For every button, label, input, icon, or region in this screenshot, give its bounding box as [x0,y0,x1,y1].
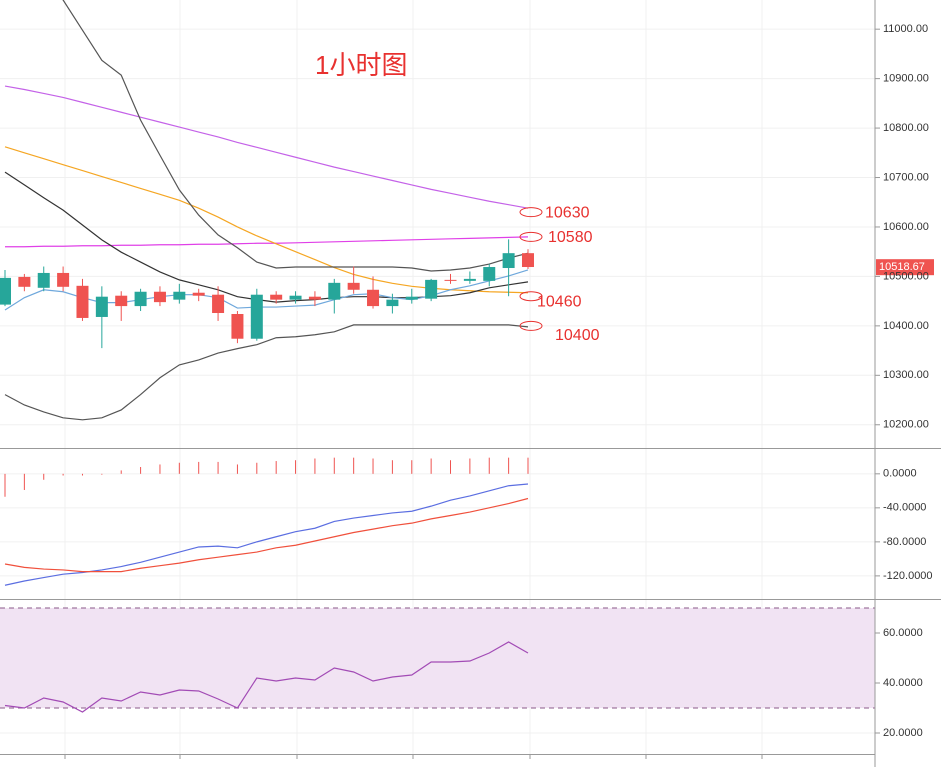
candle-body [483,267,496,281]
candle-body [173,291,186,300]
rsi-line [4,641,529,713]
y-tick-label: 11000.00 [883,23,928,35]
candle-body [18,276,31,287]
candle-body [347,282,360,290]
indicator-line [5,236,529,248]
y-tick-label: 10200.00 [883,419,929,431]
level-label: 10580 [548,229,593,246]
rsi-band [0,608,875,708]
y-tick-label: 20.0000 [883,727,923,739]
candle-body [192,292,205,296]
level-marker [519,320,543,331]
candle-body [308,296,321,300]
rsi-panel [0,607,875,734]
macd-line [4,497,529,573]
candle-body [270,294,283,300]
candle-body [153,291,166,303]
candle-body [521,253,534,268]
candle-body [425,279,438,299]
indicator-line [4,324,529,421]
candle-body [57,272,70,287]
level-label: 10630 [545,204,590,221]
labels: 1小时图 11000.00 10900.00 10800.00 10700.00 106… [315,23,933,739]
last-price-tag [876,259,934,276]
y-tick-label: 10400.00 [883,320,929,332]
indicator-line [62,0,529,272]
y-tick-label: 10500.00 [883,270,929,282]
level-marker [519,207,543,218]
indicator-line [4,85,529,209]
level-marker [519,231,543,242]
candle-body [76,285,89,318]
y-tick-label: 60.0000 [883,627,923,639]
last-price-label: 10518.67 [879,261,925,273]
candle-body [231,313,244,339]
level-label: 10460 [537,293,582,310]
indicator-line [4,171,529,303]
candle-body [37,272,50,288]
macd-panel [0,457,875,586]
y-tick-label: 10300.00 [883,369,929,381]
y-tick-label: -120.0000 [883,570,933,582]
level-marker [519,291,543,302]
candle-body [386,299,399,307]
candle-body [0,277,11,305]
chart-title: 1小时图 [315,50,407,80]
y-tick-label: 0.0000 [883,468,917,480]
level-label: 10400 [555,327,600,344]
candle-body [115,295,128,307]
candle-body [463,278,476,281]
candle-body [95,296,108,317]
indicator-line [4,269,529,311]
y-tick-label: 10900.00 [883,73,929,85]
y-tick-label: 10600.00 [883,221,929,233]
y-tick-label: 40.0000 [883,677,923,689]
candle-body [502,253,515,269]
candle-body [405,296,418,300]
candle-body [328,282,341,300]
candle-body [289,295,302,300]
y-tick-label: 10800.00 [883,122,929,134]
candle-body [134,291,147,307]
y-tick-label: 10700.00 [883,171,929,183]
y-tick-label: -80.0000 [883,536,926,548]
candle-body [367,289,380,307]
candle-body [212,294,225,314]
price-panel [0,0,875,426]
y-tick-label: -40.0000 [883,502,926,514]
candle-body [250,294,263,339]
indicator-line [4,146,529,294]
candle-body [444,279,457,281]
